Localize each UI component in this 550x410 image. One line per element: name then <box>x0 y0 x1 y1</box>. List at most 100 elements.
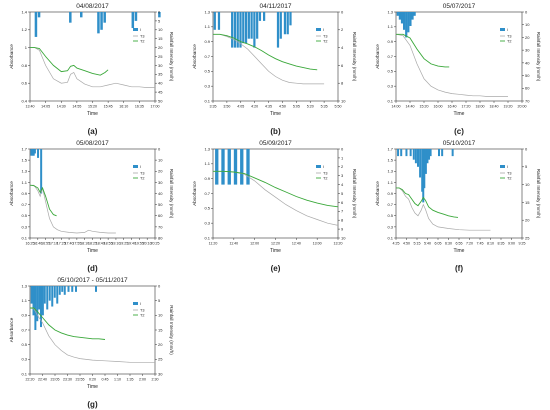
x-tick-label: 4:50 <box>403 242 410 246</box>
y2-tick-label: 35 <box>158 72 163 77</box>
rainfall-bar <box>405 12 408 38</box>
y-axis-label: Absorbance <box>9 181 14 206</box>
y2-tick-label: 10 <box>158 27 163 32</box>
series-line-t3 <box>213 33 325 85</box>
y2-tick-label: 0 <box>158 146 161 151</box>
x-tick-label: 15:20 <box>88 105 97 109</box>
y2-tick-label: 10 <box>158 313 163 318</box>
y-tick-label: 0.7 <box>204 54 210 59</box>
chart-panel: 05/07/2017 14:00 14:40 15:20 16:00 16:40 17:20… <box>375 3 541 136</box>
y2-tick-label: 4 <box>341 45 344 50</box>
rainfall-bar <box>441 149 444 157</box>
y2-tick-label: 10 <box>341 98 346 103</box>
y-tick-label: 1.3 <box>387 169 393 174</box>
legend-swatch-rain <box>500 28 505 31</box>
rainfall-bar <box>31 149 34 156</box>
x-tick-label: 18:40 <box>96 242 105 246</box>
x-tick-label: 14:40 <box>406 105 415 109</box>
y2-tick-label: 50 <box>158 98 163 103</box>
rainfall-bar <box>63 286 66 295</box>
legend-label: T2 <box>507 176 511 180</box>
plot-area <box>29 148 156 239</box>
y2-tick-label: 50 <box>158 202 163 207</box>
y-tick-label: 0.3 <box>21 357 27 362</box>
rainfall-bar <box>426 149 429 164</box>
x-tick-label: 17:00 <box>151 105 160 109</box>
x-tick-label: 19:25 <box>119 242 128 246</box>
x-tick-label: 13:40 <box>26 105 35 109</box>
x-tick-label: 5:20 <box>307 105 314 109</box>
x-tick-label: 19:20 <box>504 105 513 109</box>
x-tick-label: 18:00 <box>476 105 485 109</box>
rainfall-bar <box>231 12 234 48</box>
rainfall-bar <box>46 286 49 310</box>
rainfall-bar <box>30 286 33 304</box>
x-tick-label: 4:50 <box>279 105 286 109</box>
chart-title: 04/11/2017 <box>259 3 291 10</box>
rainfall-bar <box>239 12 242 48</box>
y-tick-label: 0.1 <box>387 98 393 103</box>
legend-label: T3 <box>140 34 144 38</box>
y-tick-label: 1.3 <box>21 169 27 174</box>
y-tick-label: 1.5 <box>387 158 393 163</box>
x-tick-label: 17:25 <box>57 242 66 246</box>
x-tick-label: 16:35 <box>135 105 144 109</box>
rainfall-bar <box>253 12 256 48</box>
y-tick-label: 0.1 <box>21 371 27 376</box>
panel-caption: (f) <box>455 264 463 273</box>
chart-title: 05/08/2017 <box>76 140 109 147</box>
rainfall-bar <box>131 12 135 29</box>
y-axis-label: Absorbance <box>375 181 380 206</box>
y2-tick-label: 25 <box>525 235 530 240</box>
y2-tick-label: 5 <box>158 18 161 23</box>
panel-caption: (d) <box>87 264 98 273</box>
y2-tick-label: 6 <box>341 63 344 68</box>
y2-tick-label: 60 <box>158 213 163 218</box>
x-tick-label: 17:40 <box>65 242 74 246</box>
x-tick-label: 6:30 <box>445 242 452 246</box>
x-tick-label: 20:25 <box>151 242 160 246</box>
x-tick-label: 16:40 <box>33 242 42 246</box>
x-tick-label: 11:40 <box>229 242 238 246</box>
x-tick-label: 15:20 <box>420 105 429 109</box>
rainfall-bar <box>242 12 245 44</box>
y2-tick-label: 5 <box>525 164 528 169</box>
y-tick-label: 0.5 <box>21 342 27 347</box>
plot-area <box>212 148 339 239</box>
y2-tick-label: 0 <box>341 146 344 151</box>
rainfall-bar <box>33 149 36 154</box>
y2-tick-label: 5 <box>158 298 161 303</box>
series-line-t3 <box>213 170 339 226</box>
y2-tick-label: 9 <box>341 227 344 232</box>
x-tick-label: 17:55 <box>72 242 81 246</box>
rainfall-bar <box>36 286 39 322</box>
x-tick-label: 16:55 <box>41 242 50 246</box>
x-tick-label: 1:35 <box>127 378 134 382</box>
rainfall-bar <box>240 149 244 185</box>
y-tick-label: 1 <box>25 45 28 50</box>
x-tick-label: 16:40 <box>448 105 457 109</box>
plot-area <box>395 11 523 102</box>
y2-tick-label: 3 <box>341 173 344 178</box>
rainfall-bar <box>32 149 35 156</box>
rainfall-bar <box>67 286 70 292</box>
rainfall-bar <box>233 149 238 185</box>
y-tick-label: 1.3 <box>387 9 393 14</box>
rainfall-bar <box>396 12 399 16</box>
panel-caption: (a) <box>88 127 98 136</box>
chart-title: 05/10/2017 <box>443 140 476 147</box>
x-tick-label: 8:10 <box>487 242 494 246</box>
y-axis-label: Absorbance <box>192 181 197 206</box>
legend-swatch-rain <box>133 302 138 305</box>
y-tick-label: 0.5 <box>204 206 210 211</box>
series-line-t2 <box>396 187 459 218</box>
series-line-t2 <box>29 184 57 217</box>
y2-tick-label: 8 <box>341 218 344 223</box>
y-tick-label: 0.6 <box>21 81 27 86</box>
x-tick-label: 5:40 <box>424 242 431 246</box>
y2-tick-label: 6 <box>341 200 344 205</box>
y-tick-label: 0.4 <box>21 98 27 103</box>
rainfall-bar <box>286 12 289 35</box>
rainfall-bar <box>30 149 33 156</box>
